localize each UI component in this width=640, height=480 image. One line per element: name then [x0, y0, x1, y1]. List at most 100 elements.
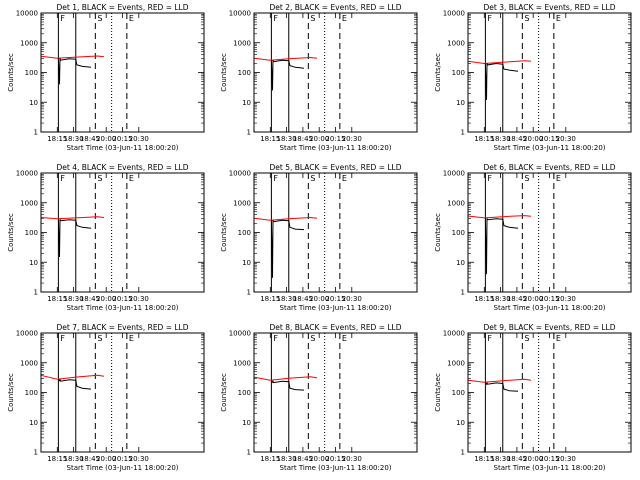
event-marker-label: S	[310, 174, 315, 183]
y-tick-label: 1	[247, 129, 251, 137]
events-series-line	[270, 219, 305, 278]
x-tick-label: 20:15	[539, 295, 559, 303]
chart-title: Det 2, BLACK = Events, RED = LLD	[269, 3, 401, 12]
chart-title: Det 5, BLACK = Events, RED = LLD	[269, 163, 401, 172]
x-tick-label: 18:45	[80, 295, 100, 303]
detector-panel: 1 10 100 1000 10000 18:1518:3018:4520:0020:15…	[434, 163, 632, 312]
x-tick-label: 20:30	[342, 135, 362, 143]
plot-frame	[40, 172, 205, 293]
events-series-line	[58, 378, 92, 390]
events-series-line	[271, 379, 305, 391]
plot-frame	[467, 332, 632, 453]
y-tick-label: 10	[242, 259, 251, 267]
plot-frame	[40, 12, 205, 133]
x-tick-label: 18:30	[491, 295, 511, 303]
x-tick-label: 18:15	[474, 455, 494, 463]
y-tick-label: 10000	[16, 170, 38, 178]
y-axis-label: Counts/sec	[434, 373, 442, 412]
x-tick-label: 18:15	[260, 295, 280, 303]
chart-title: Det 9, BLACK = Events, RED = LLD	[483, 323, 615, 332]
y-tick-label: 10	[456, 99, 465, 107]
y-axis-label: Counts/sec	[7, 53, 15, 92]
y-tick-label: 1000	[20, 199, 38, 207]
y-tick-label: 1000	[233, 359, 251, 367]
x-axis-label: Start Time (03-Jun-11 18:00:20)	[280, 464, 392, 472]
y-tick-label: 1	[461, 289, 465, 297]
y-tick-label: 100	[238, 389, 251, 397]
x-tick-label: 18:45	[293, 295, 313, 303]
y-tick-label: 10000	[443, 330, 465, 338]
x-tick-label: 18:45	[293, 135, 313, 143]
x-tick-label: 18:30	[491, 135, 511, 143]
event-marker-label: E	[129, 174, 134, 183]
x-tick-label: 18:30	[64, 135, 84, 143]
y-tick-label: 10	[456, 259, 465, 267]
x-tick-label: 20:00	[309, 295, 329, 303]
events-series-line	[485, 381, 519, 392]
event-marker-label: F	[487, 14, 492, 23]
y-tick-label: 100	[25, 229, 38, 237]
events-series-line	[270, 59, 305, 91]
lld-series-line	[40, 55, 105, 59]
event-marker-label: E	[129, 14, 134, 23]
chart-title: Det 1, BLACK = Events, RED = LLD	[56, 3, 188, 12]
x-tick-label: 18:45	[80, 455, 100, 463]
detector-panel: 1 10 100 1000 10000 18:1518:3018:4520:0020:15…	[7, 163, 205, 312]
y-tick-label: 10	[29, 419, 38, 427]
x-tick-label: 20:00	[309, 135, 329, 143]
x-tick-label: 20:15	[325, 135, 345, 143]
x-tick-label: 18:15	[47, 135, 67, 143]
y-tick-label: 100	[25, 69, 38, 77]
x-tick-label: 18:15	[47, 295, 67, 303]
event-marker-label: S	[97, 14, 102, 23]
event-marker-label: E	[556, 14, 561, 23]
x-tick-label: 20:15	[539, 455, 559, 463]
plot-frame	[253, 172, 418, 293]
x-tick-label: 18:15	[260, 135, 280, 143]
detector-panel: 1 10 100 1000 10000 18:1518:3018:4520:0020:15…	[7, 3, 205, 152]
y-tick-label: 1000	[447, 39, 465, 47]
x-axis-label: Start Time (03-Jun-11 18:00:20)	[494, 144, 606, 152]
y-tick-label: 1000	[20, 359, 38, 367]
event-marker-label: F	[60, 14, 65, 23]
plot-frame	[40, 332, 205, 453]
y-tick-label: 1	[34, 449, 38, 457]
event-marker-label: S	[310, 334, 315, 343]
y-tick-label: 100	[452, 229, 465, 237]
event-marker-label: E	[129, 334, 134, 343]
chart-title: Det 3, BLACK = Events, RED = LLD	[483, 3, 615, 12]
x-tick-label: 18:45	[293, 455, 313, 463]
y-tick-label: 100	[238, 229, 251, 237]
x-tick-label: 20:30	[342, 295, 362, 303]
x-tick-label: 20:15	[112, 135, 132, 143]
x-tick-label: 18:30	[491, 455, 511, 463]
plot-frame	[253, 332, 418, 453]
y-tick-label: 1	[461, 129, 465, 137]
events-series-line	[484, 62, 519, 100]
y-axis-label: Counts/sec	[220, 53, 228, 92]
detector-panel: 1 10 100 1000 10000 18:1518:3018:4520:0020:15…	[220, 323, 418, 472]
y-tick-label: 1	[247, 449, 251, 457]
x-tick-label: 18:30	[64, 455, 84, 463]
x-tick-label: 18:15	[47, 455, 67, 463]
chart-title: Det 4, BLACK = Events, RED = LLD	[56, 163, 188, 172]
y-tick-label: 10000	[229, 330, 251, 338]
x-tick-label: 20:15	[112, 455, 132, 463]
detector-panel: 1 10 100 1000 10000 18:1518:3018:4520:0020:15…	[7, 323, 205, 472]
lld-series-line	[253, 56, 318, 61]
event-marker-label: F	[60, 334, 65, 343]
x-tick-label: 18:15	[474, 135, 494, 143]
lld-series-line	[467, 60, 532, 65]
y-tick-label: 10	[29, 259, 38, 267]
x-tick-label: 20:30	[556, 135, 576, 143]
lld-series-line	[253, 216, 318, 221]
event-marker-label: F	[273, 14, 278, 23]
x-tick-label: 20:15	[325, 295, 345, 303]
lld-series-line	[40, 216, 105, 220]
x-tick-label: 20:15	[112, 295, 132, 303]
x-axis-label: Start Time (03-Jun-11 18:00:20)	[67, 304, 179, 312]
events-series-line	[484, 218, 519, 275]
event-marker-label: E	[556, 174, 561, 183]
event-marker-label: F	[487, 174, 492, 183]
